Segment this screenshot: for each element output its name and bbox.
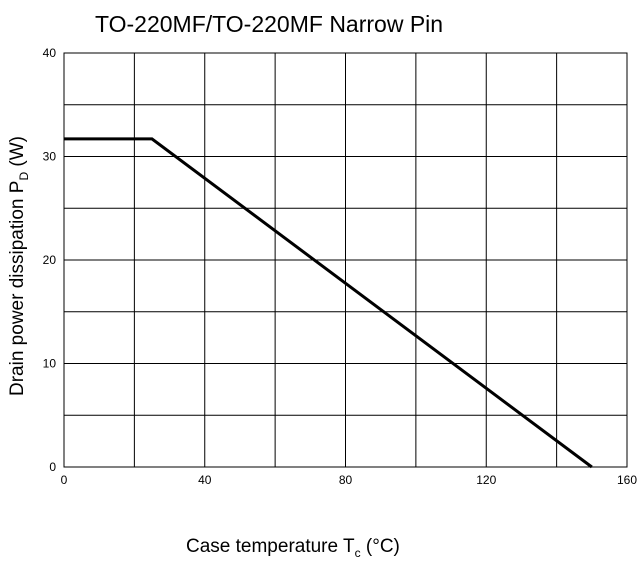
- y-tick-label: 40: [43, 46, 57, 60]
- y-tick-label: 10: [43, 357, 57, 371]
- y-axis-label-subscript: D: [17, 172, 31, 181]
- y-tick-label: 0: [49, 460, 56, 474]
- y-axis-label-main: Drain power dissipation P: [7, 181, 28, 396]
- x-axis-label-main: Case temperature T: [186, 536, 355, 557]
- y-tick-label: 20: [43, 253, 57, 267]
- x-tick-label: 120: [476, 473, 496, 487]
- series-line: [64, 137, 593, 469]
- series-layer: [64, 137, 593, 469]
- x-tick-label: 40: [198, 473, 212, 487]
- plot-grid: [63, 52, 628, 468]
- x-tick-label: 160: [617, 473, 637, 487]
- y-axis-label-unit: (W): [7, 136, 28, 172]
- y-axis-label: Drain power dissipation PD (W): [7, 136, 31, 396]
- y-tick-label: 30: [43, 150, 57, 164]
- x-tick-label: 80: [339, 473, 353, 487]
- x-axis-label-unit: (°C): [361, 536, 400, 557]
- tick-labels: 0 40 80 120 160 0 10 20 30 40: [43, 46, 638, 487]
- x-tick-label: 0: [61, 473, 68, 487]
- chart-title: TO-220MF/TO-220MF Narrow Pin: [95, 11, 443, 37]
- x-axis-label-subscript: c: [355, 546, 361, 560]
- x-axis-label: Case temperature Tc (°C): [186, 536, 400, 560]
